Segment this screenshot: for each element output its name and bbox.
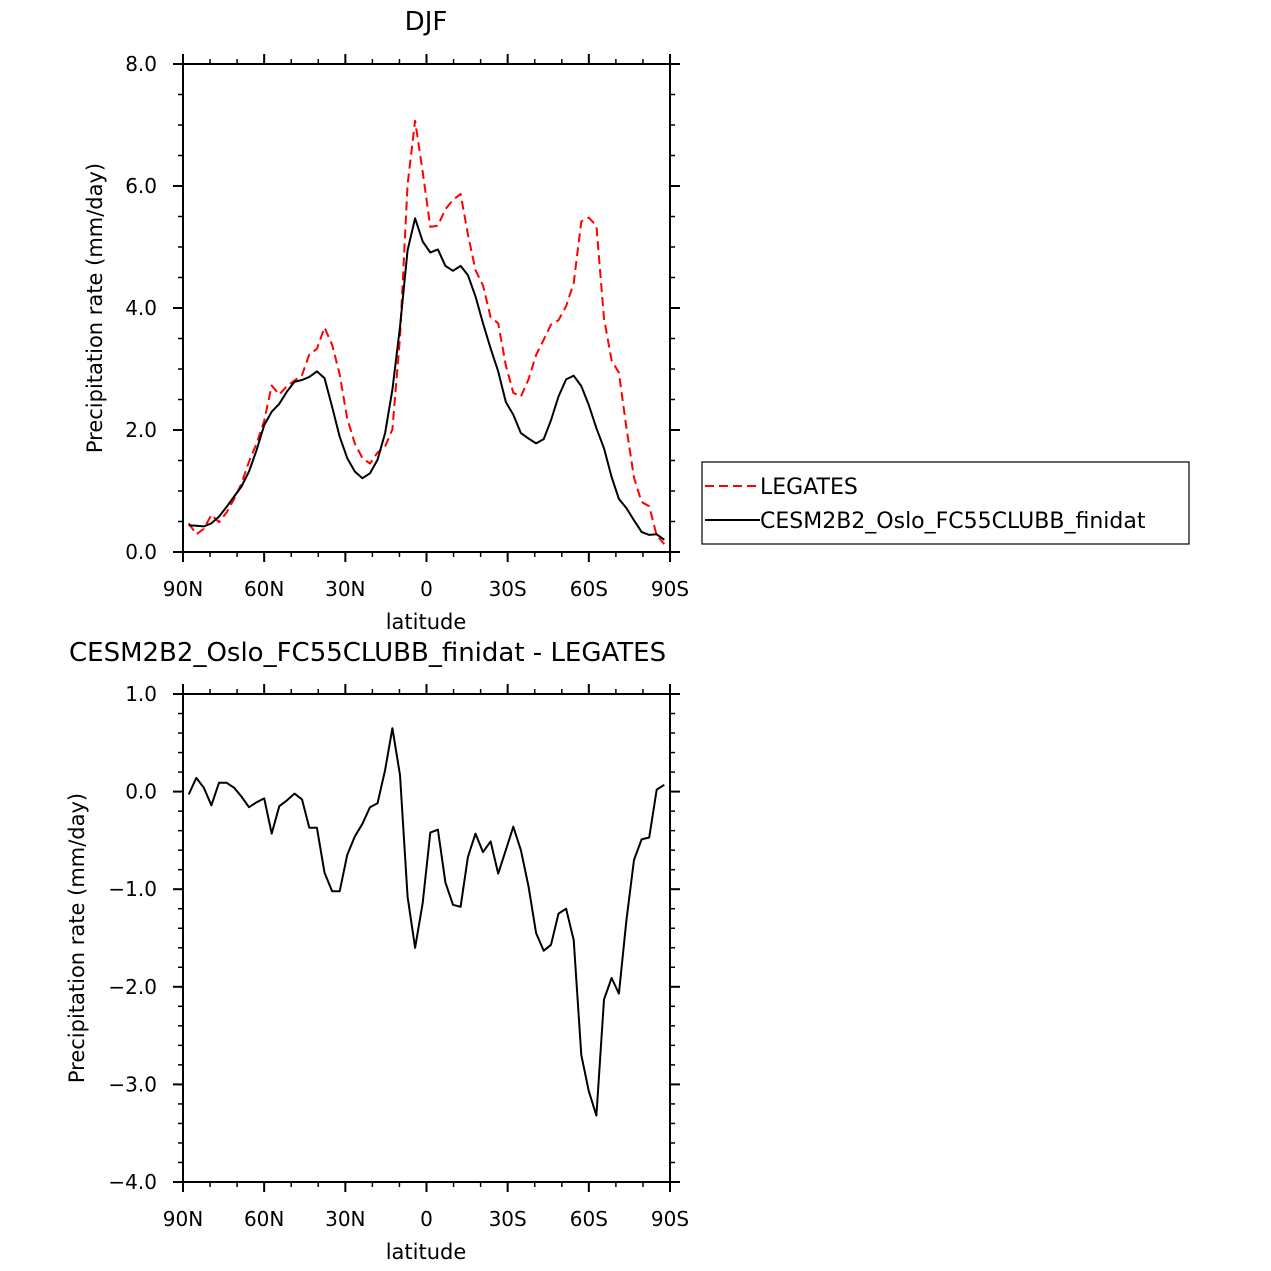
x-tick-label: 30N: [325, 1207, 365, 1231]
series-line-legates: [187, 119, 666, 545]
y-tick-label: 0.0: [125, 540, 157, 564]
legend-box: [701, 461, 1190, 545]
y-tick-label: 6.0: [125, 174, 157, 198]
y-tick-label: 4.0: [125, 296, 157, 320]
y-tick-label: 2.0: [125, 418, 157, 442]
y-tick-label: −3.0: [108, 1072, 157, 1096]
y-tick-label: −4.0: [108, 1170, 157, 1194]
x-tick-label: 30S: [489, 1207, 527, 1231]
x-tick-label: 60N: [244, 1207, 284, 1231]
x-tick-label: 60N: [244, 577, 284, 601]
legend-label-cesm: CESM2B2_Oslo_FC55CLUBB_finidat: [760, 509, 1146, 534]
x-tick-label: 90S: [651, 577, 689, 601]
top-xlabel: latitude: [386, 610, 467, 634]
bottom-ylabel: Precipitation rate (mm/day): [65, 793, 89, 1083]
x-tick-label: 60S: [570, 577, 608, 601]
y-tick-label: 8.0: [125, 52, 157, 76]
top-plot-title: DJF: [405, 7, 448, 37]
y-tick-label: −2.0: [108, 975, 157, 999]
bottom-plot-title: CESM2B2_Oslo_FC55CLUBB_finidat - LEGATES: [69, 638, 666, 668]
top-plot: 90N 60N 30N 0 30S 60S 90S 0.0 2.0 4.0 6.0 8.0: [125, 52, 689, 601]
x-tick-label: 90N: [163, 577, 203, 601]
x-tick-label: 0: [420, 577, 433, 601]
x-tick-label: 30N: [325, 577, 365, 601]
legend-label-legates: LEGATES: [760, 475, 858, 500]
bottom-plot: 90N 60N 30N 0 30S 60S 90S 1.0 0.0 −1.0 −2.0 −3.0 −4.…: [108, 682, 689, 1231]
y-tick-label: −1.0: [108, 877, 157, 901]
series-line-cesm2b2-oslo-fc55clubb-finidat: [188, 217, 665, 541]
y-tick-label: 0.0: [125, 780, 157, 804]
x-tick-label: 60S: [570, 1207, 608, 1231]
top-ylabel: Precipitation rate (mm/day): [83, 163, 107, 453]
x-tick-label: 90S: [651, 1207, 689, 1231]
legend: LEGATES CESM2B2_Oslo_FC55CLUBB_finidat: [701, 461, 1190, 545]
x-tick-label: 0: [420, 1207, 433, 1231]
bottom-xlabel: latitude: [386, 1240, 467, 1264]
x-tick-label: 90N: [163, 1207, 203, 1231]
series-line-difference: [187, 727, 665, 1117]
x-tick-label: 30S: [489, 577, 527, 601]
y-tick-label: 1.0: [125, 682, 157, 706]
